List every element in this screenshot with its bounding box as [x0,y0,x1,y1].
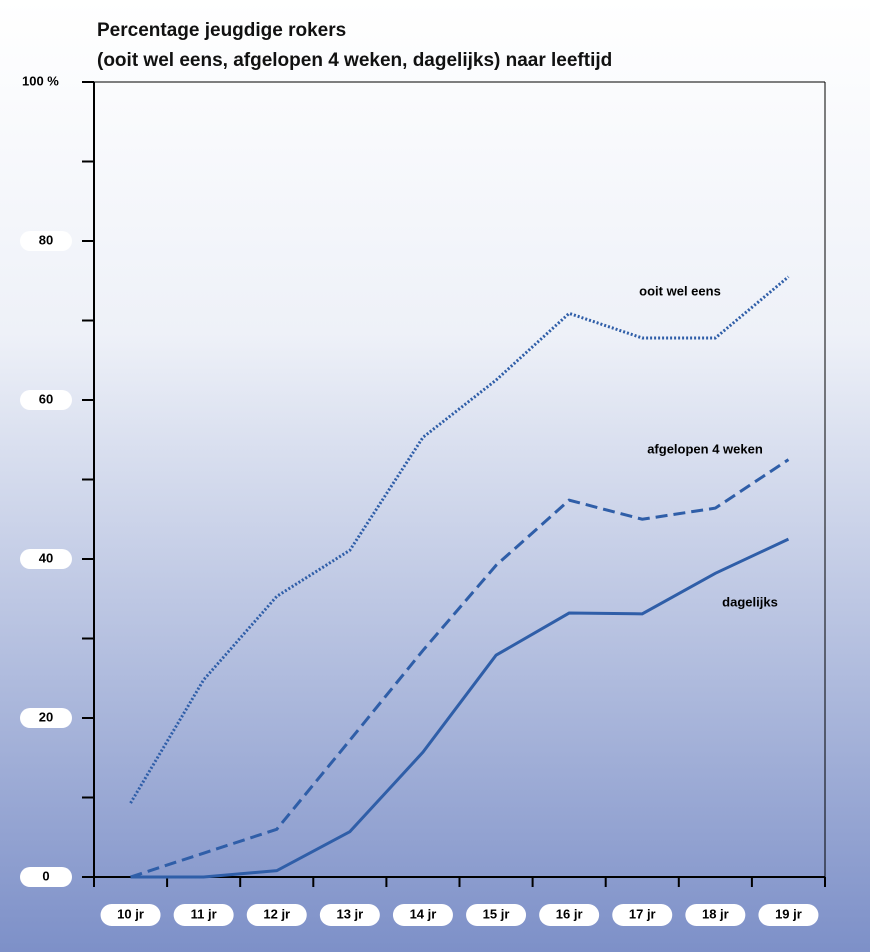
chart-subtitle: (ooit wel eens, afgelopen 4 weken, dagel… [97,50,612,71]
series-line [129,275,790,804]
category-pill [758,904,819,926]
y-tick-label: 20 [39,709,53,724]
x-tick-label: 11 jr [191,906,217,921]
x-tick-label: 13 jr [336,906,363,921]
x-tick-label: 15 jr [483,906,510,921]
series-line [130,537,790,879]
x-tick-label: 18 jr [702,906,729,921]
series-label: ooit wel eens [639,283,721,298]
y-tick-label: 100 % [22,73,59,88]
tick-pill [20,549,72,569]
tick-pill [20,390,72,410]
tick-pill [20,867,72,887]
series-label: dagelijks [722,594,778,609]
category-pill [612,904,673,926]
x-tick-label: 17 jr [629,906,656,921]
x-tick-label: 14 jr [410,906,437,921]
chart-title: Percentage jeugdige rokers [97,20,346,41]
category-pill [100,904,161,926]
x-tick-label: 19 jr [775,906,802,921]
series-line [130,458,790,879]
x-tick-label: 16 jr [556,906,583,921]
y-tick-label: 0 [42,868,49,883]
category-pill [685,904,746,926]
tick-pill [20,231,72,251]
category-pill [319,904,380,926]
category-pill [392,904,453,926]
tick-pill [20,708,72,728]
category-pill [539,904,600,926]
y-tick-label: 80 [39,232,53,247]
x-tick-label: 10 jr [117,906,144,921]
category-pill [466,904,527,926]
x-tick-label: 12 jr [263,906,290,921]
category-pill [173,904,234,926]
y-tick-label: 60 [39,391,53,406]
series-label: afgelopen 4 weken [647,441,763,456]
y-tick-label: 40 [39,550,53,565]
category-pill [246,904,307,926]
